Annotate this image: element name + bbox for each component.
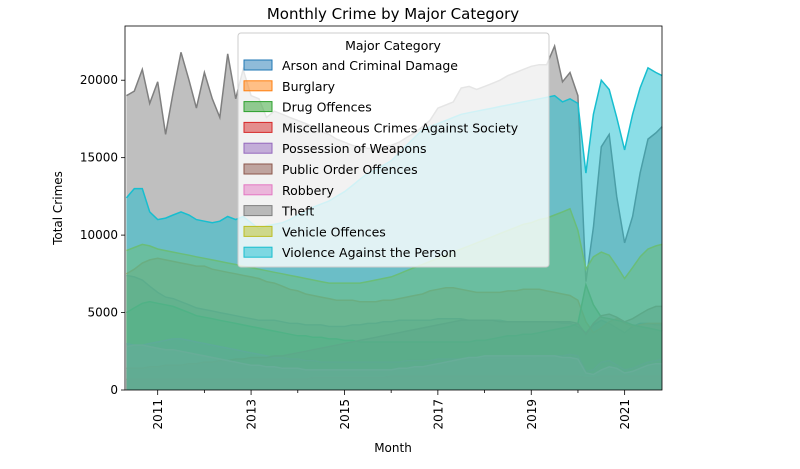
legend-swatch-3 (243, 121, 273, 133)
legend-label-6: Robbery (282, 183, 334, 198)
x-tick-label-2021: 2021 (618, 399, 632, 430)
legend-label-3: Miscellaneous Crimes Against Society (282, 120, 519, 135)
legend-label-0: Arson and Criminal Damage (282, 58, 458, 73)
chart-title: Monthly Crime by Major Category (267, 5, 519, 23)
legend-swatch-0 (243, 59, 273, 71)
legend: Major Category Arson and Criminal Damage… (237, 32, 550, 268)
legend-label-7: Theft (281, 204, 314, 219)
x-axis: 2011 2013 2015 2017 2019 2021 (151, 390, 632, 430)
legend-swatch-1 (243, 80, 273, 92)
legend-box (237, 32, 550, 268)
plot-frame (124, 25, 663, 391)
y-tick-label-15000: 15000 (80, 151, 118, 165)
y-tick-label-10000: 10000 (80, 228, 118, 242)
legend-swatch-9 (243, 246, 273, 258)
legend-label-1: Burglary (282, 79, 336, 94)
y-tick-label-0: 0 (110, 383, 118, 397)
legend-swatch-5 (243, 163, 273, 175)
legend-title: Major Category (345, 38, 441, 53)
legend-label-5: Public Order Offences (282, 162, 418, 177)
x-tick-label-2011: 2011 (151, 399, 165, 430)
y-tick-label-5000: 5000 (87, 306, 118, 320)
legend-swatch-6 (243, 184, 273, 196)
legend-swatch-7 (243, 205, 273, 217)
x-axis-label: Month (374, 441, 412, 455)
x-tick-label-2013: 2013 (245, 399, 259, 430)
x-tick-label-2019: 2019 (525, 399, 539, 430)
legend-swatch-4 (243, 142, 273, 154)
y-axis-label: Total Crimes (51, 171, 65, 246)
legend-label-4: Possession of Weapons (282, 141, 427, 156)
y-tick-label-20000: 20000 (80, 73, 118, 87)
legend-label-2: Drug Offences (282, 100, 372, 115)
legend-label-8: Vehicle Offences (282, 224, 386, 239)
y-axis: 0 5000 10000 15000 20000 (80, 73, 125, 397)
x-tick-label-2015: 2015 (338, 399, 352, 430)
legend-label-9: Violence Against the Person (282, 245, 456, 260)
x-tick-label-2017: 2017 (431, 399, 445, 430)
legend-items: Arson and Criminal Damage Burglary Drug Of… (243, 58, 519, 260)
legend-swatch-8 (243, 225, 273, 237)
legend-swatch-2 (243, 101, 273, 113)
